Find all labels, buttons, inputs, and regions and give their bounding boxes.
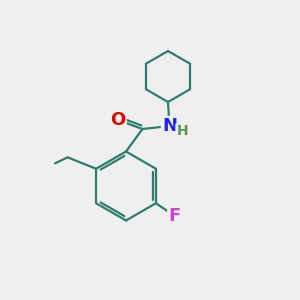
Text: O: O bbox=[110, 111, 125, 129]
Text: N: N bbox=[162, 117, 177, 135]
Text: H: H bbox=[176, 124, 188, 138]
Text: F: F bbox=[168, 207, 181, 225]
